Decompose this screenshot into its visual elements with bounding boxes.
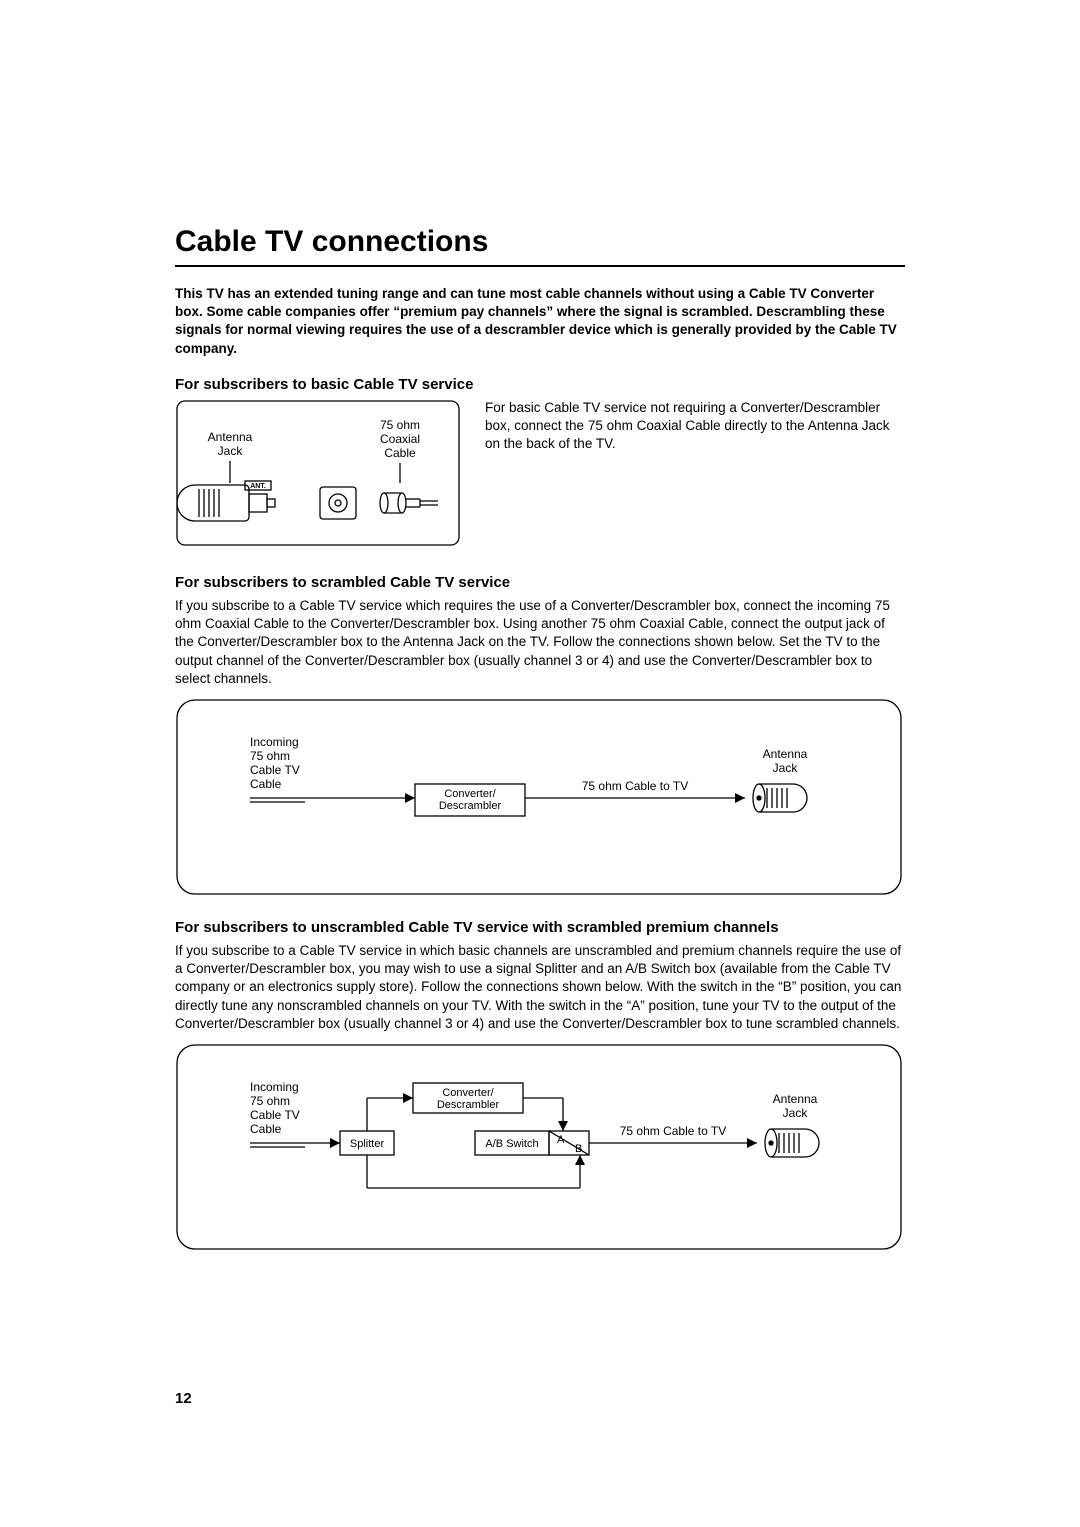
page-number: 12 bbox=[175, 1390, 192, 1407]
label: Converter/ bbox=[444, 788, 496, 800]
label: Cable bbox=[250, 1122, 282, 1136]
label: Incoming bbox=[250, 735, 299, 749]
section2-heading: For subscribers to scrambled Cable TV se… bbox=[175, 574, 905, 591]
label: Jack bbox=[773, 761, 799, 775]
label: Converter/ bbox=[442, 1087, 494, 1099]
label: Antenna bbox=[773, 1092, 818, 1106]
diagram-scrambled: Incoming75 ohmCable TVCable AntennaJack … bbox=[175, 698, 905, 903]
svg-text:Incoming75 ohmCable TVCable: Incoming75 ohmCable TVCable bbox=[250, 1080, 300, 1136]
label: Descrambler bbox=[439, 800, 502, 812]
section1-row: AntennaJack 75 ohmCoaxialCable bbox=[175, 399, 905, 554]
label: Incoming bbox=[250, 1080, 299, 1094]
svg-text:AntennaJack: AntennaJack bbox=[773, 1092, 818, 1120]
label: Descrambler bbox=[437, 1099, 500, 1111]
label-a: A bbox=[557, 1134, 565, 1146]
label: Cable TV bbox=[250, 1108, 300, 1122]
label: A/B Switch bbox=[485, 1138, 538, 1150]
label: 75 ohm bbox=[250, 1094, 290, 1108]
label: Coaxial bbox=[380, 432, 420, 446]
svg-text:75 ohmCoaxialCable: 75 ohmCoaxialCable bbox=[380, 418, 420, 460]
diagram-basic: AntennaJack 75 ohmCoaxialCable bbox=[175, 399, 465, 554]
diagram-ab-switch: Incoming75 ohmCable TVCable AntennaJack … bbox=[175, 1043, 905, 1258]
intro-paragraph: This TV has an extended tuning range and… bbox=[175, 285, 905, 358]
section1-body: For basic Cable TV service not requiring… bbox=[485, 399, 905, 454]
ant-label: ANT. bbox=[250, 483, 266, 490]
label: 75 ohm bbox=[250, 749, 290, 763]
svg-text:Converter/Descrambler: Converter/Descrambler bbox=[437, 1087, 500, 1111]
label: Cable TV bbox=[250, 763, 300, 777]
page: Cable TV connections This TV has an exte… bbox=[0, 0, 1080, 1527]
label: 75 ohm Cable to TV bbox=[620, 1124, 727, 1138]
svg-text:AntennaJack: AntennaJack bbox=[763, 747, 808, 775]
svg-text:Converter/Descrambler: Converter/Descrambler bbox=[439, 788, 502, 812]
section3-body: If you subscribe to a Cable TV service i… bbox=[175, 942, 905, 1033]
section1-heading: For subscribers to basic Cable TV servic… bbox=[175, 376, 905, 393]
label: Cable bbox=[384, 446, 416, 460]
label: 75 ohm bbox=[380, 418, 420, 432]
label: Antenna bbox=[208, 430, 253, 444]
section3-heading: For subscribers to unscrambled Cable TV … bbox=[175, 919, 905, 936]
label: Antenna bbox=[763, 747, 808, 761]
label: Cable bbox=[250, 777, 282, 791]
label-b: B bbox=[575, 1143, 582, 1155]
label: Splitter bbox=[350, 1138, 385, 1150]
page-title: Cable TV connections bbox=[175, 225, 905, 267]
svg-text:AntennaJack: AntennaJack bbox=[208, 430, 253, 458]
section2-body: If you subscribe to a Cable TV service w… bbox=[175, 597, 905, 688]
svg-text:Incoming75 ohmCable TVCable: Incoming75 ohmCable TVCable bbox=[250, 735, 300, 791]
label: 75 ohm Cable to TV bbox=[582, 779, 689, 793]
label: Jack bbox=[218, 444, 244, 458]
label: Jack bbox=[783, 1106, 809, 1120]
